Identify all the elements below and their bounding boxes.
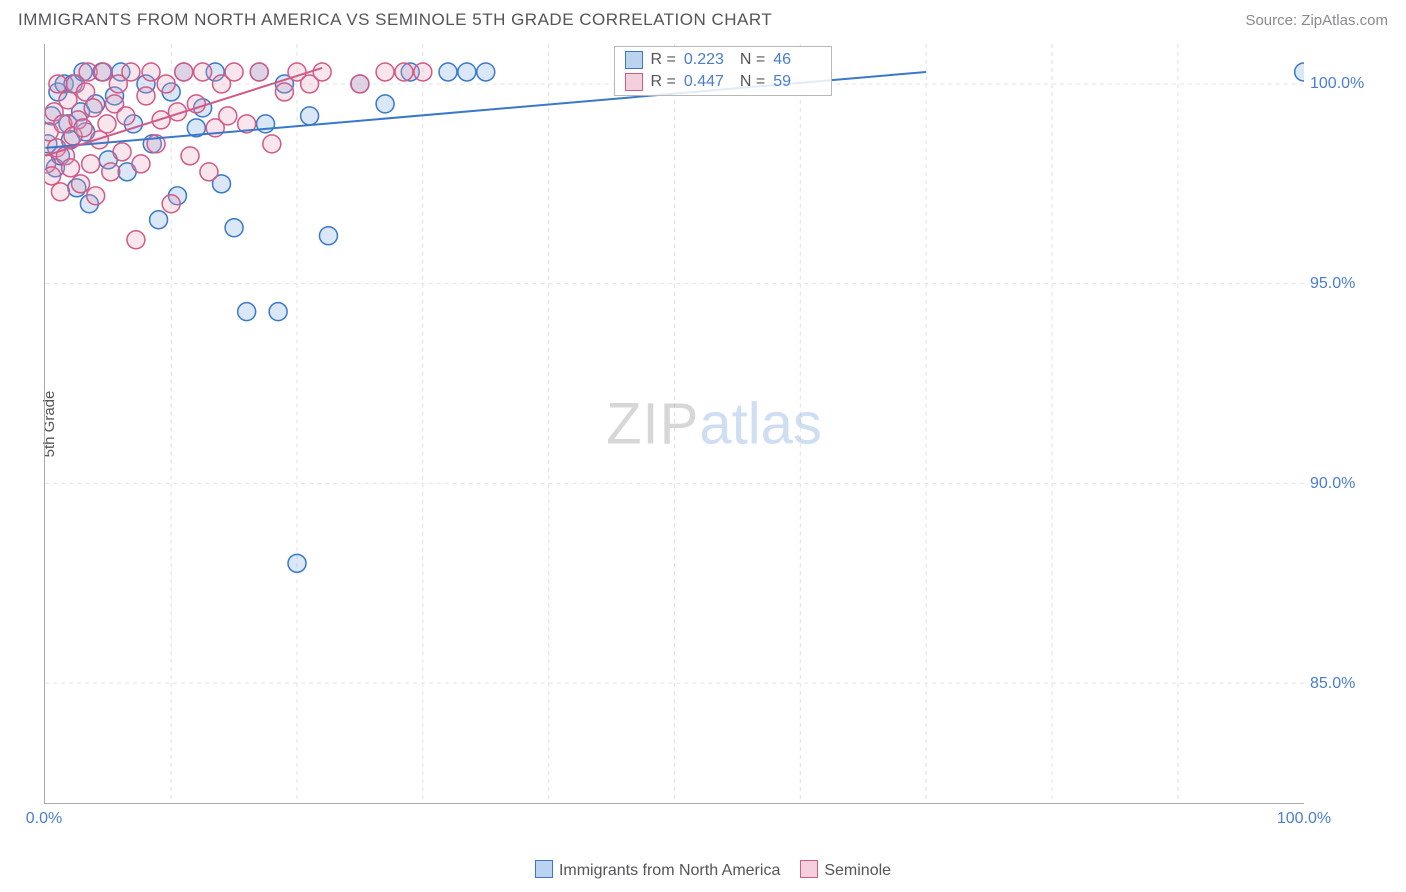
scatter-point: [250, 63, 268, 81]
chart-title: IMMIGRANTS FROM NORTH AMERICA VS SEMINOL…: [18, 10, 772, 30]
scatter-point: [181, 147, 199, 165]
legend-swatch: [625, 51, 643, 69]
scatter-point: [142, 63, 160, 81]
scatter-point: [51, 183, 69, 201]
scatter-point: [288, 554, 306, 572]
scatter-point: [102, 163, 120, 181]
scatter-point: [127, 231, 145, 249]
scatter-point: [117, 107, 135, 125]
scatter-point: [77, 83, 95, 101]
scatter-point: [162, 195, 180, 213]
scatter-point: [1295, 63, 1304, 81]
scatter-point: [157, 75, 175, 93]
scatter-point: [74, 119, 92, 137]
scatter-point: [275, 83, 293, 101]
stats-row: R = 0.447 N = 59: [615, 71, 832, 93]
scatter-point: [62, 159, 80, 177]
x-tick-label: 100.0%: [1277, 810, 1331, 828]
scatter-point: [72, 175, 90, 193]
scatter-point: [200, 163, 218, 181]
legend-swatch: [800, 860, 818, 878]
scatter-point: [175, 63, 193, 81]
scatter-point: [238, 303, 256, 321]
scatter-point: [98, 115, 116, 133]
scatter-point: [87, 187, 105, 205]
scatter-point: [319, 227, 337, 245]
r-label: R =: [651, 51, 676, 69]
n-label: N =: [740, 51, 765, 69]
x-tick-label: 0.0%: [26, 810, 62, 828]
scatter-point: [477, 63, 495, 81]
scatter-point: [82, 155, 100, 173]
scatter-point: [132, 155, 150, 173]
n-label: N =: [740, 73, 765, 91]
scatter-point: [44, 167, 61, 185]
scatter-point: [439, 63, 457, 81]
scatter-plot: [44, 44, 1304, 804]
scatter-point: [94, 63, 112, 81]
n-value: 59: [773, 73, 821, 91]
header: IMMIGRANTS FROM NORTH AMERICA VS SEMINOL…: [0, 0, 1406, 36]
y-tick-label: 95.0%: [1310, 275, 1355, 293]
source-attribution: Source: ZipAtlas.com: [1245, 12, 1388, 29]
y-tick-labels: 85.0% 90.0% 95.0% 100.0%: [1310, 44, 1400, 804]
legend-label: Seminole: [824, 862, 891, 879]
scatter-point: [458, 63, 476, 81]
correlation-stats-box: R = 0.223 N = 46 R = 0.447 N = 59: [614, 46, 833, 96]
scatter-point: [113, 143, 131, 161]
scatter-point: [150, 211, 168, 229]
scatter-point: [376, 95, 394, 113]
scatter-point: [395, 63, 413, 81]
scatter-point: [225, 219, 243, 237]
legend-label: Immigrants from North America: [559, 862, 780, 879]
scatter-point: [225, 63, 243, 81]
y-tick-label: 90.0%: [1310, 475, 1355, 493]
y-tick-label: 100.0%: [1310, 75, 1364, 93]
y-tick-label: 85.0%: [1310, 675, 1355, 693]
legend-swatch: [625, 73, 643, 91]
stats-row: R = 0.223 N = 46: [615, 49, 832, 71]
scatter-point: [59, 91, 77, 109]
scatter-point: [313, 63, 331, 81]
plot-area: 5th Grade ZIPatlas R =0.223N =46R =0.447…: [44, 44, 1384, 804]
n-value: 46: [773, 51, 821, 69]
scatter-point: [301, 107, 319, 125]
scatter-point: [137, 87, 155, 105]
bottom-legend: Immigrants from North America Seminole: [0, 860, 1406, 880]
scatter-point: [351, 75, 369, 93]
x-tick-labels: 0.0%100.0%: [44, 810, 1304, 840]
scatter-point: [376, 63, 394, 81]
scatter-point: [414, 63, 432, 81]
r-value: 0.223: [684, 51, 732, 69]
r-label: R =: [651, 73, 676, 91]
scatter-point: [84, 99, 102, 117]
scatter-point: [194, 63, 212, 81]
scatter-point: [122, 63, 140, 81]
scatter-point: [219, 107, 237, 125]
r-value: 0.447: [684, 73, 732, 91]
scatter-point: [49, 75, 67, 93]
scatter-point: [269, 303, 287, 321]
scatter-point: [263, 135, 281, 153]
legend-swatch: [535, 860, 553, 878]
